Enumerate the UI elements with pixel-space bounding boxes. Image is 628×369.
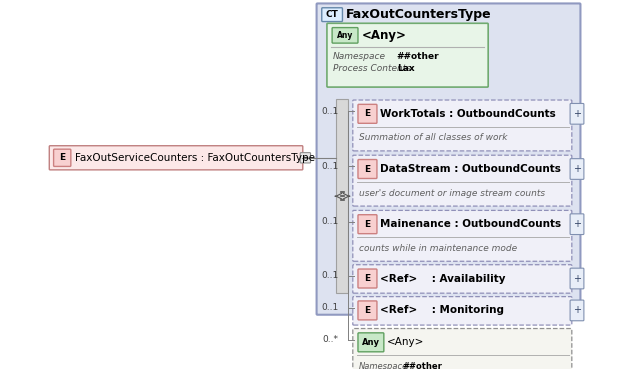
FancyBboxPatch shape <box>358 159 377 179</box>
Text: Mainenance : OutboundCounts: Mainenance : OutboundCounts <box>381 219 561 229</box>
FancyBboxPatch shape <box>570 103 584 124</box>
FancyBboxPatch shape <box>353 155 572 206</box>
Text: ##other: ##other <box>397 52 440 61</box>
Text: E: E <box>364 109 371 118</box>
Text: Namespace: Namespace <box>359 362 408 369</box>
FancyBboxPatch shape <box>49 146 303 170</box>
Text: E: E <box>364 306 371 315</box>
Text: E: E <box>59 153 65 162</box>
FancyBboxPatch shape <box>317 3 580 315</box>
Text: 0..*: 0..* <box>322 335 338 344</box>
Text: +: + <box>573 219 581 229</box>
Text: <Any>: <Any> <box>387 337 425 347</box>
Text: Namespace: Namespace <box>333 52 386 61</box>
Text: <Any>: <Any> <box>362 29 406 42</box>
Text: Any: Any <box>362 338 380 347</box>
FancyBboxPatch shape <box>570 300 584 321</box>
Text: FaxOutCountersType: FaxOutCountersType <box>346 8 492 21</box>
FancyBboxPatch shape <box>353 297 572 325</box>
Text: E: E <box>364 220 371 229</box>
FancyBboxPatch shape <box>332 28 358 43</box>
Text: ##other: ##other <box>403 362 443 369</box>
FancyBboxPatch shape <box>327 23 488 87</box>
FancyBboxPatch shape <box>358 104 377 123</box>
FancyBboxPatch shape <box>358 333 384 352</box>
Text: Summation of all classes of work: Summation of all classes of work <box>359 134 507 142</box>
Text: +: + <box>573 109 581 119</box>
Text: 0..1: 0..1 <box>321 217 338 226</box>
Text: Any: Any <box>337 31 353 40</box>
FancyBboxPatch shape <box>353 265 572 293</box>
Text: 0..1: 0..1 <box>321 303 338 312</box>
Text: CT: CT <box>326 10 338 19</box>
Text: user's document or image stream counts: user's document or image stream counts <box>359 189 545 198</box>
Bar <box>337 99 349 293</box>
Text: 0..1: 0..1 <box>321 162 338 171</box>
FancyBboxPatch shape <box>358 269 377 288</box>
Text: Lax: Lax <box>397 65 414 73</box>
Text: DataStream : OutboundCounts: DataStream : OutboundCounts <box>381 164 561 174</box>
FancyBboxPatch shape <box>358 301 377 320</box>
FancyBboxPatch shape <box>570 268 584 289</box>
FancyBboxPatch shape <box>570 159 584 179</box>
FancyBboxPatch shape <box>570 214 584 235</box>
Text: ─: ─ <box>303 155 308 161</box>
Text: 0..1: 0..1 <box>321 107 338 116</box>
Text: counts while in maintenance mode: counts while in maintenance mode <box>359 244 517 253</box>
Text: Process Contents: Process Contents <box>333 65 411 73</box>
FancyBboxPatch shape <box>358 215 377 234</box>
FancyBboxPatch shape <box>53 149 71 166</box>
Text: E: E <box>364 274 371 283</box>
Text: 0..1: 0..1 <box>321 272 338 280</box>
Text: <Ref>    : Availability: <Ref> : Availability <box>381 273 506 283</box>
FancyBboxPatch shape <box>353 328 572 369</box>
FancyBboxPatch shape <box>322 8 342 21</box>
Text: +: + <box>573 273 581 283</box>
FancyBboxPatch shape <box>353 100 572 151</box>
Text: +: + <box>573 306 581 315</box>
Text: WorkTotals : OutboundCounts: WorkTotals : OutboundCounts <box>381 109 556 119</box>
FancyBboxPatch shape <box>300 153 311 163</box>
Text: FaxOutServiceCounters : FaxOutCountersType: FaxOutServiceCounters : FaxOutCountersTy… <box>75 153 315 163</box>
Text: E: E <box>364 165 371 173</box>
Text: <Ref>    : Monitoring: <Ref> : Monitoring <box>381 306 504 315</box>
Text: +: + <box>573 164 581 174</box>
FancyBboxPatch shape <box>353 210 572 261</box>
